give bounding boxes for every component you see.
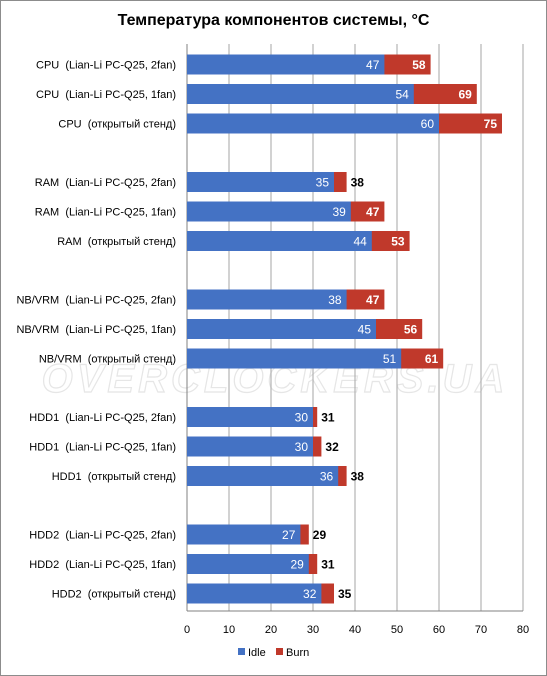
chart-title: Температура компонентов системы, °C	[117, 12, 430, 29]
x-tick-label: 10	[223, 624, 235, 636]
x-tick-label: 60	[433, 624, 445, 636]
idle-value-label: 27	[282, 528, 296, 542]
category-label: RAM (Lian-Li PC-Q25, 2fan)	[35, 177, 176, 189]
category-label: NB/VRM (Lian-Li PC-Q25, 1fan)	[16, 324, 176, 336]
x-tick-label: 20	[265, 624, 277, 636]
bar-idle	[187, 524, 301, 545]
burn-value-label: 31	[321, 558, 335, 572]
idle-value-label: 35	[316, 176, 330, 190]
x-tick-label: 50	[391, 624, 403, 636]
idle-value-label: 29	[290, 558, 304, 572]
legend-swatch-burn	[276, 648, 283, 655]
idle-value-label: 47	[366, 58, 380, 72]
idle-value-label: 36	[320, 470, 334, 484]
bar-idle	[187, 172, 334, 192]
category-label: HDD1 (Lian-Li PC-Q25, 2fan)	[29, 412, 176, 424]
idle-value-label: 30	[295, 440, 309, 454]
category-label: CPU (Lian-Li PC-Q25, 2fan)	[36, 60, 176, 72]
category-label: HDD1 (Lian-Li PC-Q25, 1fan)	[29, 442, 176, 454]
bar-idle	[187, 319, 376, 339]
bar-idle	[187, 231, 372, 251]
idle-value-label: 45	[358, 323, 372, 337]
category-label: CPU (открытый стенд)	[58, 119, 176, 131]
legend-label-idle: Idle	[248, 647, 266, 659]
burn-value-label: 58	[412, 58, 426, 72]
burn-value-label: 32	[325, 440, 339, 454]
category-label: HDD2 (открытый стенд)	[52, 589, 176, 601]
bar-idle	[187, 113, 439, 134]
legend-swatch-idle	[238, 648, 245, 655]
bar-idle	[187, 54, 385, 75]
legend-label-burn: Burn	[286, 647, 309, 659]
bar-idle	[187, 84, 414, 104]
burn-value-label: 38	[351, 470, 365, 484]
bar-idle	[187, 348, 402, 369]
idle-value-label: 60	[421, 117, 435, 131]
idle-value-label: 32	[303, 587, 317, 601]
x-tick-label: 30	[307, 624, 319, 636]
bar-idle	[187, 436, 313, 457]
x-tick-label: 40	[349, 624, 361, 636]
x-tick-label: 70	[475, 624, 487, 636]
idle-value-label: 51	[383, 352, 397, 366]
bar-idle	[187, 466, 339, 486]
category-label: HDD2 (Lian-Li PC-Q25, 2fan)	[29, 530, 176, 542]
category-label: CPU (Lian-Li PC-Q25, 1fan)	[36, 89, 176, 101]
category-label: RAM (открытый стенд)	[57, 236, 176, 248]
category-label: HDD2 (Lian-Li PC-Q25, 1fan)	[29, 559, 176, 571]
idle-value-label: 39	[332, 205, 346, 219]
category-label: RAM (Lian-Li PC-Q25, 1fan)	[35, 207, 176, 219]
burn-value-label: 47	[366, 293, 380, 307]
idle-value-label: 38	[328, 293, 342, 307]
burn-value-label: 75	[484, 117, 498, 131]
bar-idle	[187, 554, 309, 574]
category-label: NB/VRM (открытый стенд)	[39, 354, 176, 366]
burn-value-label: 53	[391, 235, 405, 249]
bar-idle	[187, 407, 313, 427]
bar-idle	[187, 201, 351, 222]
burn-value-label: 29	[313, 528, 327, 542]
burn-value-label: 61	[425, 352, 439, 366]
burn-value-label: 47	[366, 205, 380, 219]
burn-value-label: 31	[321, 411, 335, 425]
category-label: NB/VRM (Lian-Li PC-Q25, 2fan)	[16, 295, 176, 307]
idle-value-label: 44	[353, 235, 367, 249]
burn-value-label: 69	[458, 88, 472, 102]
category-label: HDD1 (открытый стенд)	[52, 471, 176, 483]
bar-idle	[187, 289, 347, 310]
burn-value-label: 56	[404, 323, 418, 337]
x-tick-label: 0	[184, 624, 190, 636]
burn-value-label: 35	[338, 587, 352, 601]
idle-value-label: 54	[395, 88, 409, 102]
idle-value-label: 30	[295, 411, 309, 425]
x-tick-label: 80	[517, 624, 529, 636]
burn-value-label: 38	[351, 176, 365, 190]
bar-idle	[187, 583, 322, 604]
